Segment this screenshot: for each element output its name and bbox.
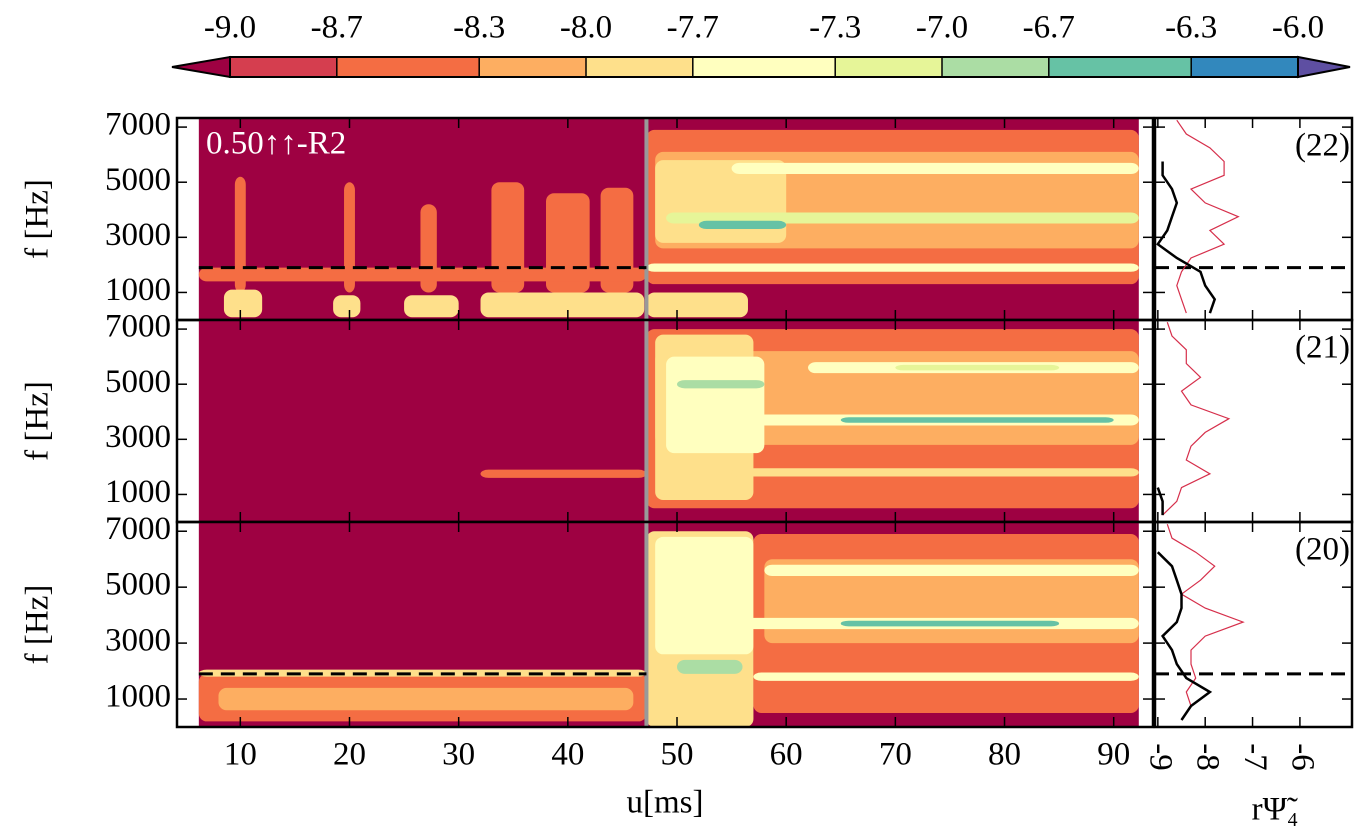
spectral-band <box>198 267 647 282</box>
colorbar-segment <box>692 57 836 77</box>
y-tick-label: 7000 <box>105 309 171 345</box>
side-x-tick-label: -6 <box>1284 743 1320 771</box>
colorbar-tick-label: -9.0 <box>204 10 256 46</box>
colorbar-tick-label: -6.7 <box>1023 10 1075 46</box>
spectral-band <box>666 356 765 454</box>
spectral-band <box>655 536 754 655</box>
colorbar-tick-label: -7.3 <box>809 10 861 46</box>
colorbar-tick-label: -7.0 <box>916 10 968 46</box>
spectral-band <box>480 292 645 318</box>
x-tick-label: 30 <box>442 737 475 773</box>
colorbar-extension-low <box>171 55 231 79</box>
spectral-band <box>677 380 765 389</box>
spectral-band <box>753 672 1139 681</box>
x-tick-label: 60 <box>770 737 803 773</box>
x-tick-label: 90 <box>1097 737 1130 773</box>
y-tick-label: 1000 <box>105 474 171 510</box>
spectral-band <box>677 659 743 674</box>
side-x-tick-label: -7 <box>1237 743 1273 771</box>
y-tick-label: 5000 <box>105 364 171 400</box>
x-tick-label: 20 <box>333 737 366 773</box>
colorbar-tick-label: -7.7 <box>667 10 719 46</box>
x-tick-label: 10 <box>224 737 257 773</box>
spectrogram <box>198 320 1139 522</box>
spectral-band <box>333 295 361 318</box>
spectrum-line <box>1156 487 1164 516</box>
spectral-band <box>223 289 263 318</box>
spectral-band <box>666 212 1139 224</box>
spectral-band <box>234 176 246 293</box>
spectral-band <box>218 687 634 711</box>
spectrum-line <box>1162 322 1231 516</box>
side-frame <box>1153 520 1354 729</box>
y-tick-label: 1000 <box>105 272 171 308</box>
colorbar-segment <box>479 57 586 77</box>
x-tick-label: 40 <box>551 737 584 773</box>
colorbar-frame <box>229 56 1299 78</box>
spectral-band <box>731 468 1139 477</box>
spectral-band <box>731 162 1139 174</box>
side-x-tick-label: -9 <box>1142 743 1178 771</box>
y-tick-label: 7000 <box>105 107 171 143</box>
x-tick-label: 70 <box>879 737 912 773</box>
spectral-band <box>491 182 525 293</box>
colorbar-tick-label: -8.0 <box>560 10 612 46</box>
spectrum-line <box>1176 119 1240 314</box>
colorbar-tick-label: -6.3 <box>1165 10 1217 46</box>
panel-label: (20) <box>1295 532 1350 568</box>
colorbar-tick-label: -8.3 <box>453 10 505 46</box>
spectral-band <box>404 295 459 318</box>
spectral-band <box>840 417 1114 423</box>
colorbar-segment <box>586 57 693 77</box>
spectral-band <box>480 469 647 478</box>
side-x-label: rΨ̃₄ <box>1252 792 1299 828</box>
spectrum-line <box>1156 161 1217 314</box>
colorbar-segment <box>230 57 337 77</box>
y-tick-label: 3000 <box>105 217 171 253</box>
annotation: 0.50↑↑-R2 <box>206 126 346 162</box>
y-tick-label: 3000 <box>105 623 171 659</box>
spectral-band <box>646 263 1139 272</box>
colorbar-segment <box>1191 57 1298 77</box>
side-x-tick-label: -8 <box>1190 743 1226 771</box>
y-tick-label: 3000 <box>105 419 171 455</box>
spectrogram <box>198 522 1139 727</box>
x-tick-label: 80 <box>988 737 1021 773</box>
y-tick-label: 5000 <box>105 162 171 198</box>
spectral-band <box>698 220 787 230</box>
spectrogram <box>198 118 1139 320</box>
colorbar-segment <box>835 57 942 77</box>
colorbar-tick-label: -6.0 <box>1272 10 1324 46</box>
x-axis-label: u[ms] <box>627 785 704 821</box>
y-tick-label: 7000 <box>105 511 171 547</box>
spectral-band <box>344 182 355 293</box>
panel-label: (21) <box>1295 330 1350 366</box>
y-axis-label: f [Hz] <box>20 585 56 665</box>
spectrum-line <box>1166 524 1245 721</box>
spectrum-line <box>1156 551 1213 721</box>
colorbar-segment <box>1048 57 1192 77</box>
colorbar-extension-high <box>1297 55 1351 79</box>
main-frame <box>175 520 1155 729</box>
y-axis-label: f [Hz] <box>20 381 56 461</box>
y-tick-label: 1000 <box>105 679 171 715</box>
spectral-band <box>895 364 1060 371</box>
x-tick-label: 50 <box>661 737 694 773</box>
colorbar-segment <box>336 57 480 77</box>
spectral-band <box>840 620 1060 627</box>
colorbar-tick-label: -8.7 <box>311 10 363 46</box>
spectral-band <box>646 292 748 318</box>
colorbar-segment <box>942 57 1049 77</box>
y-tick-label: 5000 <box>105 567 171 603</box>
panel-label: (22) <box>1295 128 1350 164</box>
y-axis-label: f [Hz] <box>20 179 56 259</box>
spectral-band <box>764 564 1139 576</box>
